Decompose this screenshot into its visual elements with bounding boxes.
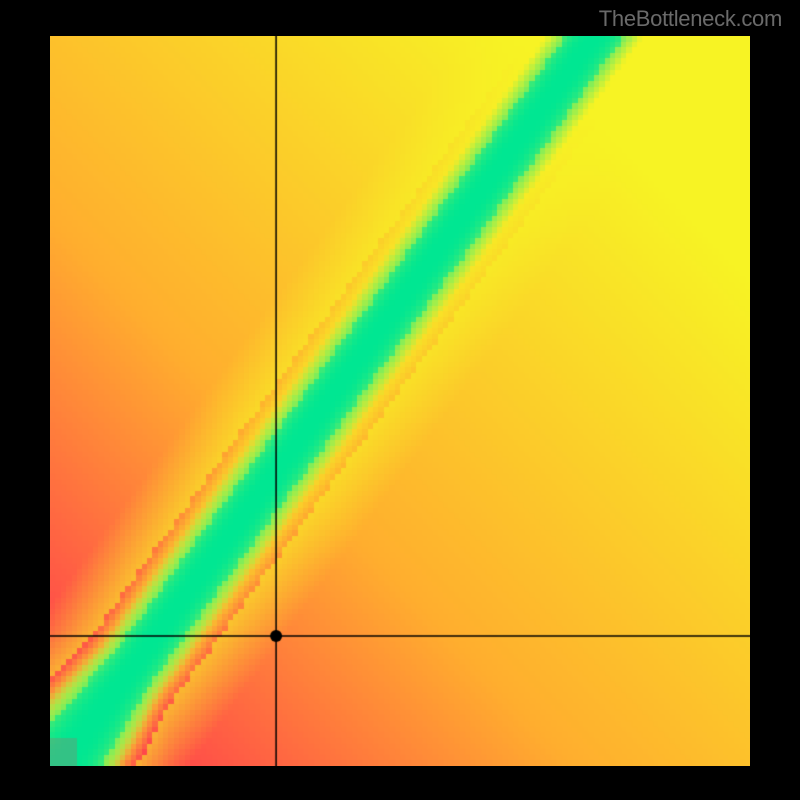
- heatmap-canvas: [50, 36, 750, 766]
- attribution-text: TheBottleneck.com: [599, 6, 782, 32]
- heatmap-plot: [50, 36, 750, 766]
